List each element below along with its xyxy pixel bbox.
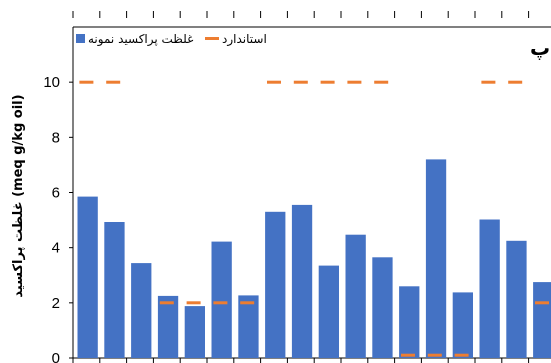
bar (291, 204, 313, 358)
bar (372, 257, 393, 358)
legend-label-standard: استاندارد (222, 32, 267, 47)
bar (533, 282, 551, 358)
bar (77, 196, 98, 358)
bar (425, 159, 447, 358)
standard-marks (79, 80, 549, 357)
bar (506, 240, 527, 358)
bar (238, 295, 259, 358)
bar (211, 241, 232, 358)
legend: غلظت پراکسید نمونه استاندارد (76, 32, 267, 47)
panel-label: پ (530, 36, 550, 60)
y-axis-label: غلظت پراکسید (meq g/kg oil) (11, 94, 26, 297)
x-axis-ticks (72, 358, 530, 363)
y-tick-label: 2 (52, 295, 60, 312)
y-tick-label: 6 (52, 185, 60, 202)
y-ticks: 0 2 4 6 8 10 (43, 74, 73, 363)
legend-swatch-sample (76, 34, 85, 43)
bar (131, 263, 152, 358)
bar (399, 286, 420, 358)
bars (77, 159, 551, 358)
y-tick-label: 4 (52, 240, 60, 257)
bar (265, 211, 286, 358)
bar (184, 306, 205, 358)
bar (104, 222, 125, 358)
y-tick-label: 0 (52, 350, 60, 363)
bar (345, 234, 366, 358)
y-tick-label: 8 (52, 129, 60, 146)
bar (318, 265, 339, 358)
bar (157, 295, 179, 358)
top-axis-ticks (72, 11, 530, 18)
y-tick-label: 10 (43, 74, 60, 91)
legend-label-sample: غلظت پراکسید نمونه (88, 32, 193, 47)
bar (479, 219, 500, 358)
bar (452, 292, 473, 358)
